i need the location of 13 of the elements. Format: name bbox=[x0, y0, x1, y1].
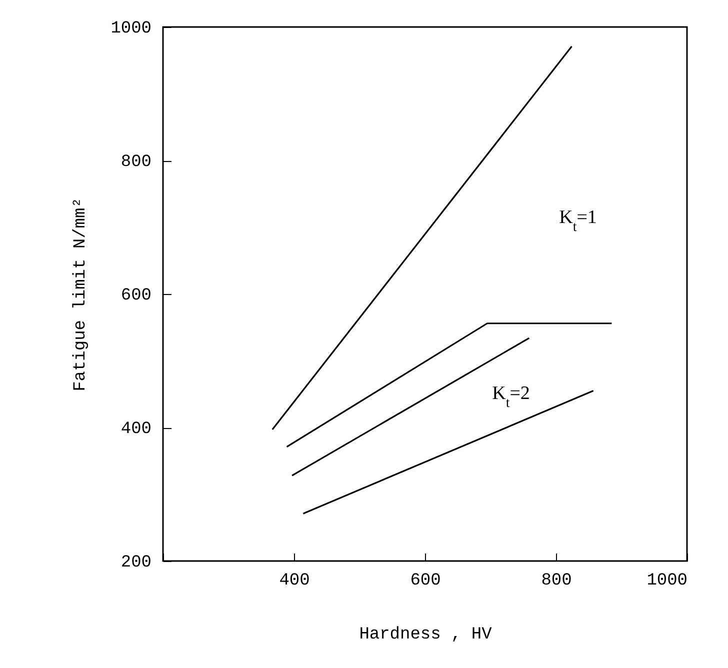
y-tick-label: 1000 bbox=[110, 20, 152, 38]
y-tick-label: 600 bbox=[120, 286, 152, 306]
annotation: K$_{t}$=2 bbox=[492, 383, 530, 410]
y-tick-label: 200 bbox=[120, 554, 152, 572]
x-axis-title: Hardness , HV bbox=[359, 626, 493, 644]
y-tick-label: 400 bbox=[120, 420, 152, 439]
x-tick-label: 800 bbox=[541, 572, 572, 590]
annotation: K$_{t}$=1 bbox=[559, 207, 597, 234]
y-axis-title: Fatigue limit N/mm² bbox=[72, 198, 91, 392]
x-tick-label: 600 bbox=[410, 572, 441, 590]
y-tick-label: 800 bbox=[120, 153, 152, 172]
x-tick-label: 1000 bbox=[646, 572, 688, 590]
x-tick-label: 400 bbox=[279, 572, 310, 590]
